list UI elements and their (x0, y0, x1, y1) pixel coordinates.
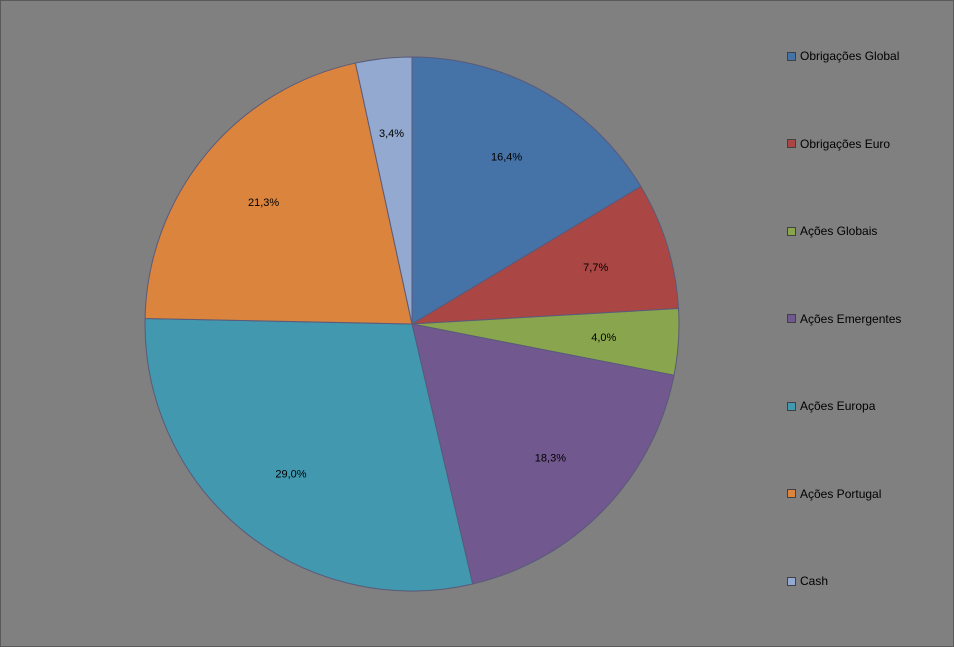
legend-swatch (787, 576, 796, 586)
pie-slice-acoes-europa (144, 318, 474, 592)
legend-item-acoes-globais: Ações Globais (787, 224, 877, 238)
legend-item-acoes-emergentes: Ações Emergentes (787, 312, 901, 326)
pie-slices (144, 56, 680, 592)
legend-item-obrigacoes-euro: Obrigações Euro (787, 137, 890, 151)
data-label-acoes-portugal: 21,3% (248, 197, 279, 209)
data-label-acoes-globais: 4,0% (591, 332, 616, 344)
legend-item-cash: Cash (787, 574, 828, 588)
data-label-acoes-emergentes: 18,3% (535, 453, 566, 465)
pie-slice-obrigacoes-euro (411, 185, 680, 325)
data-label-acoes-europa: 29,0% (275, 468, 306, 480)
legend-swatch (787, 51, 796, 61)
data-label-obrigacoes-global: 16,4% (491, 152, 522, 164)
pie-slice-acoes-emergentes (411, 323, 675, 585)
pie-slice-acoes-portugal (144, 62, 413, 325)
legend-label: Ações Europa (800, 399, 876, 413)
legend-label: Obrigações Euro (800, 136, 891, 151)
data-label-cash: 3,4% (379, 128, 404, 140)
pie-slice-cash (354, 56, 413, 325)
legend-label: Ações Portugal (800, 486, 882, 501)
legend-swatch (787, 401, 796, 411)
legend-label: Obrigações Global (800, 49, 900, 63)
pie-slice-obrigacoes-global (411, 56, 642, 325)
legend-swatch (787, 314, 796, 323)
legend-swatch (787, 226, 796, 236)
legend-item-obrigacoes-global: Obrigações Global (787, 49, 899, 63)
pie-data-labels: 16,4% 7,7% 4,0% 18,3% 29,0% 21,3% 3,4% (248, 128, 617, 481)
data-label-obrigacoes-euro: 7,7% (583, 262, 608, 274)
legend-item-acoes-portugal: Ações Portugal (787, 487, 881, 501)
legend-swatch (787, 489, 796, 498)
legend-swatch (787, 139, 796, 148)
legend-item-acoes-europa: Ações Europa (787, 399, 875, 413)
legend-label: Ações Emergentes (800, 311, 902, 326)
legend-label: Cash (800, 574, 829, 588)
legend-label: Ações Globais (800, 224, 878, 238)
